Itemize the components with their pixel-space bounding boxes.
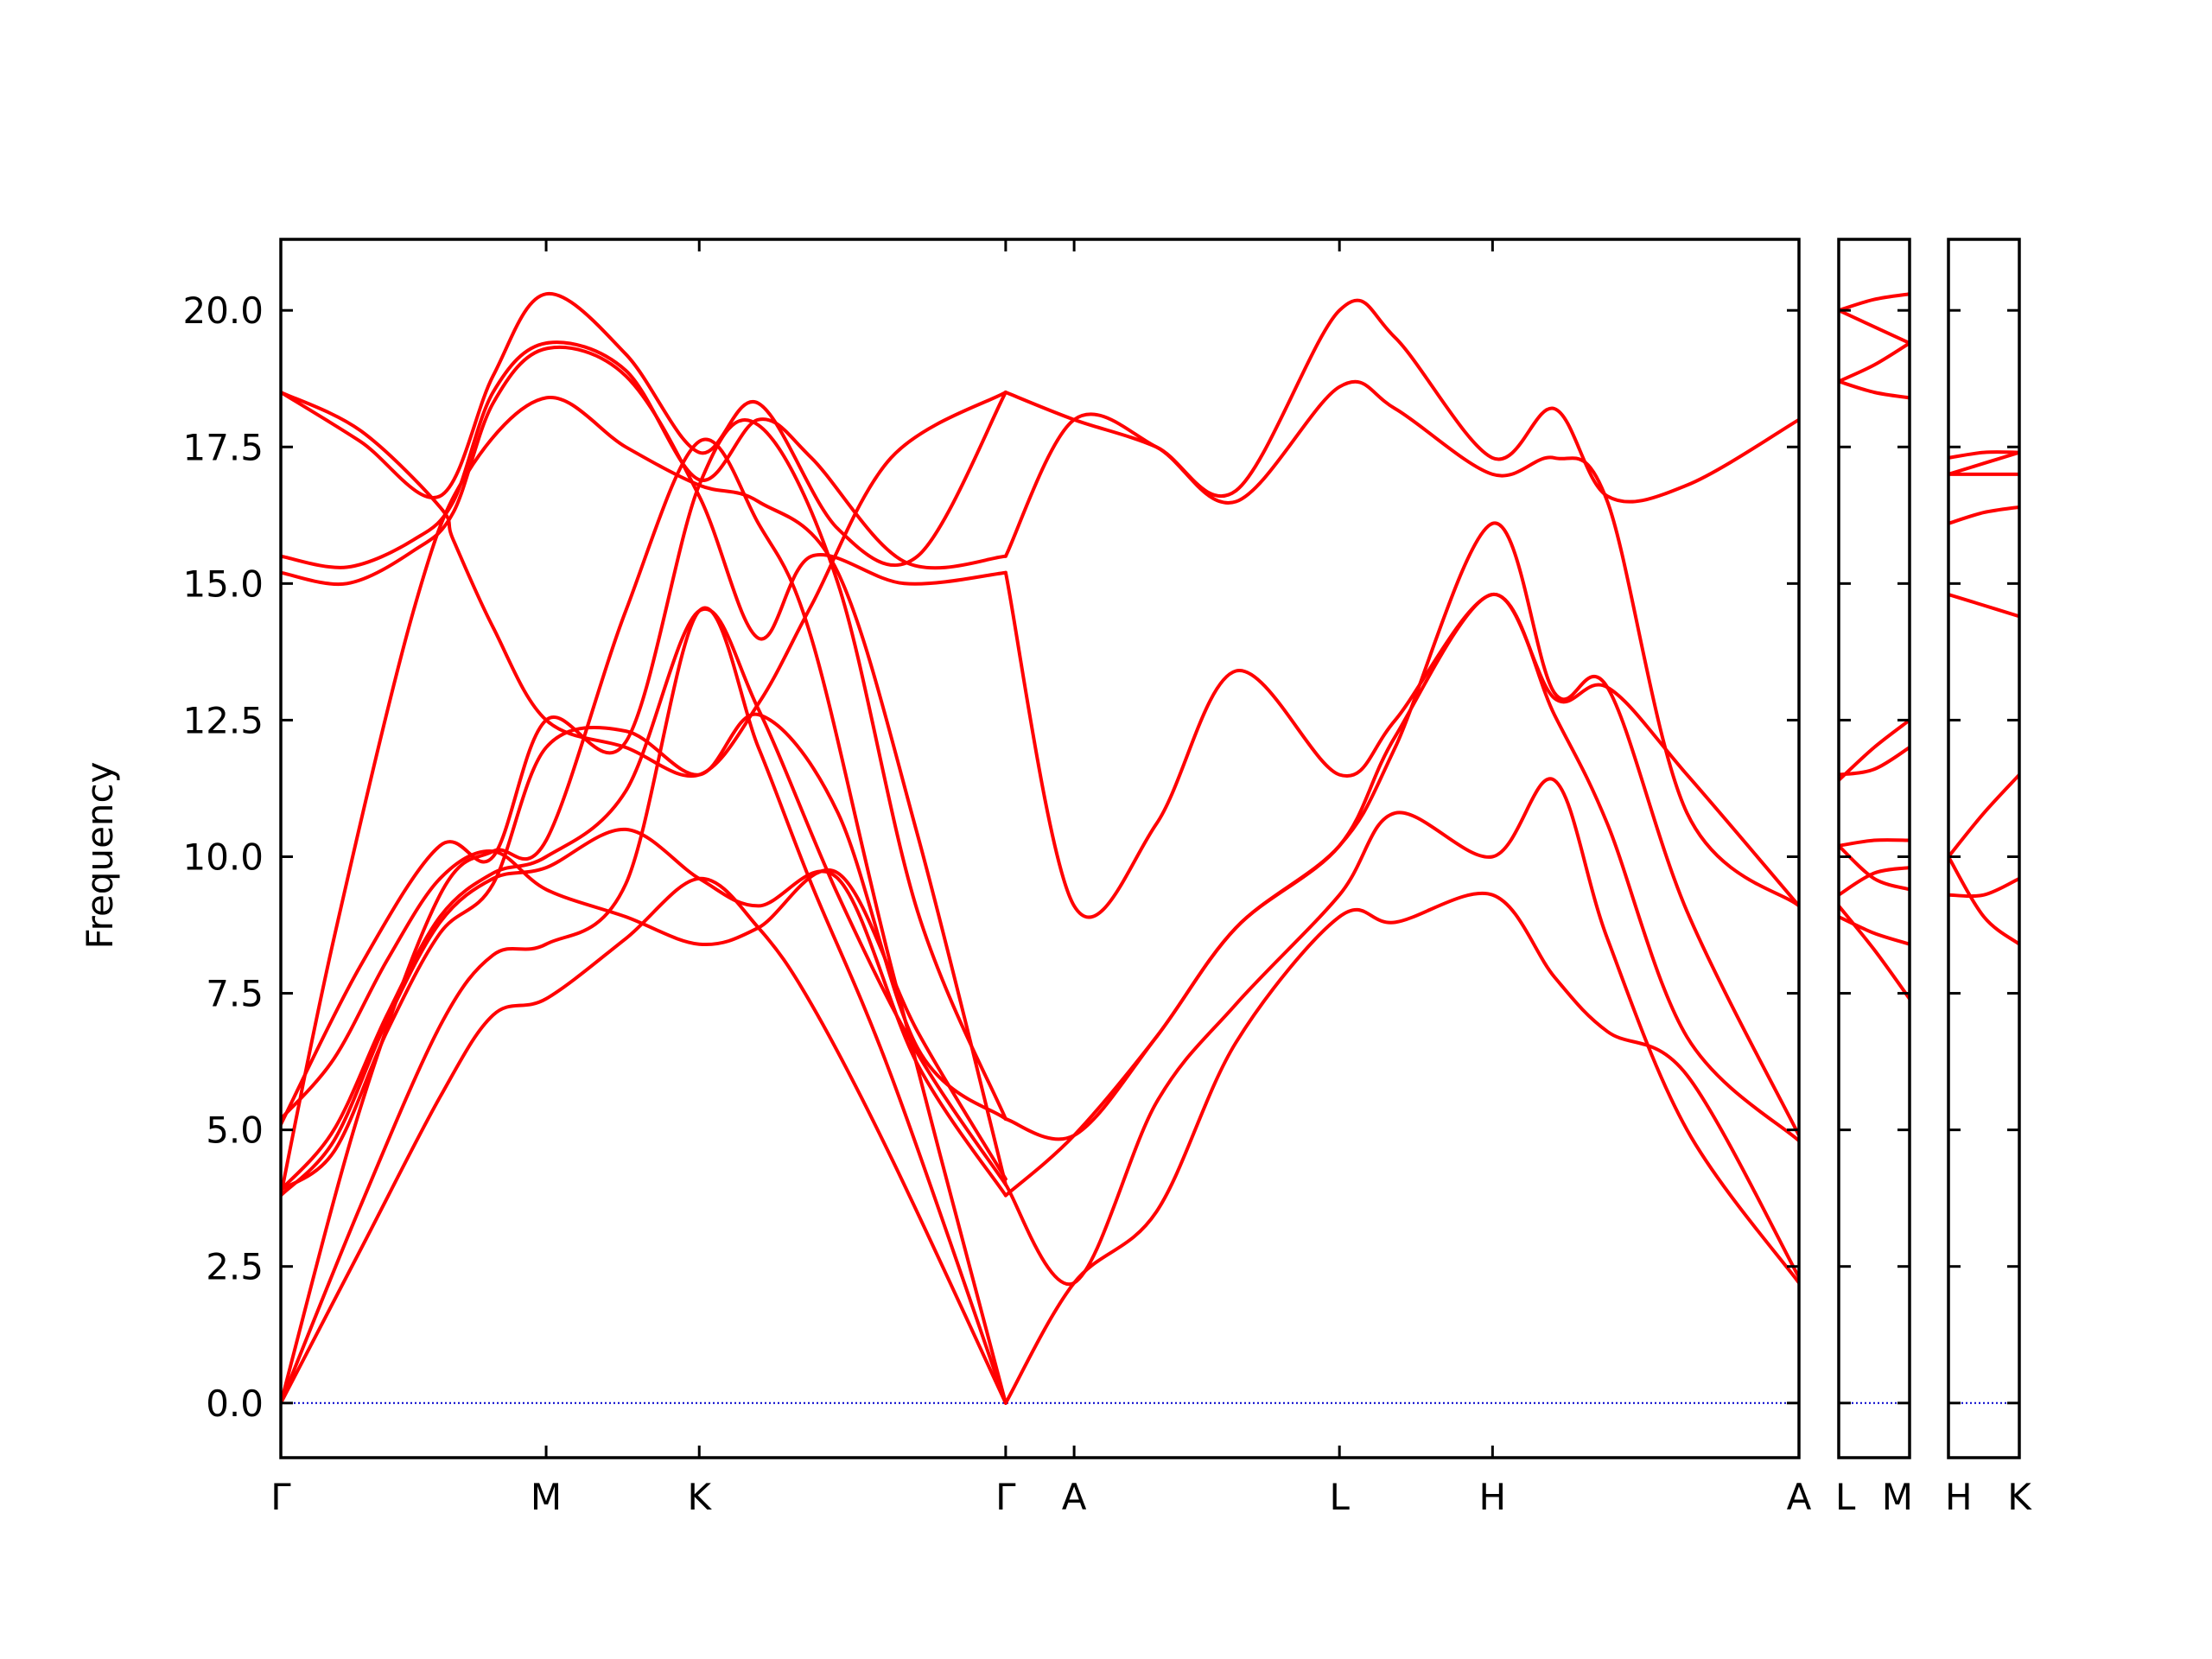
band-lines <box>1948 450 2019 946</box>
y-tick-label: 5.0 <box>206 1109 264 1152</box>
band-2 <box>281 606 1007 1405</box>
x-tick-label: L <box>1329 1476 1350 1518</box>
band-8 <box>1839 341 1910 384</box>
y-axis-label: Frequency <box>79 762 121 950</box>
band-13 <box>281 292 1007 568</box>
band-1 <box>1839 915 1910 946</box>
band-5 <box>281 607 1007 1192</box>
band-12 <box>281 391 1007 779</box>
band-4 <box>1948 593 2019 619</box>
y-tick-label: 15.0 <box>182 563 264 605</box>
x-tick-label: A <box>1787 1476 1812 1518</box>
band-7 <box>281 712 1007 1192</box>
x-tick-label: M <box>1882 1476 1913 1518</box>
x-tick-label: A <box>1062 1476 1087 1518</box>
y-tick-label: 2.5 <box>206 1246 264 1288</box>
band-3 <box>1839 866 1910 897</box>
band-5 <box>1839 843 1910 892</box>
y-tick-label: 10.0 <box>182 836 264 878</box>
panel-frame <box>1947 238 2021 1459</box>
band-3 <box>1948 772 2019 859</box>
band-10 <box>281 346 1007 641</box>
band-4 <box>1839 838 1910 848</box>
band-lines <box>281 292 1799 1405</box>
x-tick-label: K <box>2007 1476 2032 1518</box>
x-tick-label: H <box>1479 1476 1507 1518</box>
x-tick-label: M <box>531 1476 562 1518</box>
y-tick-label: 7.5 <box>206 973 264 1015</box>
plot-area: 0.02.55.07.510.012.515.017.520.0Γ M K Γ A L H A… <box>182 238 2032 1518</box>
band-14 <box>1003 892 1799 1405</box>
band-8 <box>281 418 1007 1127</box>
band-lines <box>1839 292 1910 1001</box>
x-tick-label: Γ <box>995 1476 1016 1518</box>
x-tick-label: Γ <box>270 1476 291 1518</box>
band-5 <box>1948 505 2019 525</box>
x-tick-label: L <box>1835 1476 1856 1518</box>
band-9 <box>1839 308 1910 346</box>
band-19 <box>1003 379 1799 908</box>
panel-frame <box>1837 238 1911 1459</box>
y-tick-label: 0.0 <box>206 1382 264 1425</box>
x-tick-label: H <box>1945 1476 1973 1518</box>
band-18 <box>1003 570 1799 919</box>
y-tick-label: 12.5 <box>182 699 264 741</box>
x-tick-label: K <box>687 1476 712 1518</box>
band-11 <box>1839 292 1910 313</box>
panel-frame <box>279 238 1801 1459</box>
band-10 <box>1839 379 1910 400</box>
band-7 <box>1839 718 1910 782</box>
band-1 <box>281 876 1007 1405</box>
y-tick-label: 20.0 <box>182 289 264 332</box>
panel-main: 0.0 2.5 5.0 7.5 10.0 12.5 15.0 17.5 20.0 Γ M K Γ A L H A <box>182 238 1812 1518</box>
band-7 <box>1948 450 2019 460</box>
band-9 <box>281 396 1007 1198</box>
band-8 <box>1948 450 2019 476</box>
y-tick-label: 17.5 <box>182 426 264 468</box>
band-4 <box>281 827 1007 1198</box>
band-2 <box>1839 904 1910 1001</box>
band-11 <box>281 340 1007 570</box>
band-2 <box>1948 855 2019 946</box>
band-15 <box>1003 777 1799 1287</box>
band-20 <box>1003 298 1799 504</box>
band-1 <box>1948 876 2019 899</box>
band-17 <box>1003 521 1799 1141</box>
